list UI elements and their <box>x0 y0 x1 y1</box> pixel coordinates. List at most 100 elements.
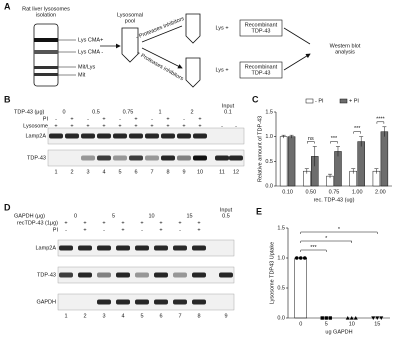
lys-label: Lys + <box>215 67 228 73</box>
point <box>353 316 358 320</box>
row-sign: + <box>83 227 86 233</box>
row-sign: + <box>159 227 162 233</box>
significance: * <box>325 236 328 242</box>
panel-label: A <box>4 1 11 11</box>
band <box>113 133 127 139</box>
band-label: GAPDH <box>36 299 56 305</box>
y-tick-label: 1.5 <box>277 225 285 231</box>
bar <box>380 131 389 187</box>
lane-number: 4 <box>102 169 105 175</box>
arrow <box>141 25 182 68</box>
error-bar <box>359 136 364 147</box>
group-value: 5 <box>112 213 115 219</box>
y-tick-label: 0.5 <box>265 159 273 165</box>
row-sign: + <box>118 123 121 129</box>
band <box>116 245 130 251</box>
point <box>294 256 299 260</box>
row-sign: - <box>55 116 57 122</box>
row-sign: - <box>179 227 181 233</box>
fraction-band <box>34 50 58 54</box>
row-sign: + <box>102 123 105 129</box>
input-amount: 0.1 <box>224 109 232 115</box>
legend-swatch <box>339 98 348 104</box>
point <box>349 316 354 320</box>
legend-label: + PI <box>349 98 359 104</box>
fraction-band <box>34 38 58 42</box>
row-sign: - <box>141 227 143 233</box>
y-tick-label: 1.0 <box>265 134 273 140</box>
input-label: Input <box>222 103 235 109</box>
x-tick-label: 2.00 <box>375 189 386 195</box>
band <box>135 299 149 305</box>
band <box>193 155 207 161</box>
y-tick-label: 1.5 <box>265 109 273 115</box>
schematic-title: isolation <box>36 12 56 18</box>
inhibitor-label: + Proteases inhibitors <box>135 51 184 83</box>
band-label: TDP-43 <box>37 272 56 278</box>
band <box>173 272 187 278</box>
row-sign: + <box>134 116 137 122</box>
point <box>371 316 376 320</box>
lane-number: 3 <box>102 313 105 319</box>
band <box>97 133 111 139</box>
sig-bracket <box>330 141 338 144</box>
lane-number: 5 <box>118 169 121 175</box>
lane-number: 8 <box>166 169 169 175</box>
row-sign: + <box>166 123 169 129</box>
pool-label: pool <box>125 18 135 24</box>
legend-swatch <box>305 98 314 104</box>
fraction-label: Mit <box>78 72 86 78</box>
group-value: 0.75 <box>123 109 134 115</box>
input-amount: 0.5 <box>222 213 230 219</box>
lane-number: 10 <box>197 169 203 175</box>
point <box>375 316 380 320</box>
band <box>215 155 229 161</box>
band <box>154 299 168 305</box>
error-bar <box>281 134 286 139</box>
panel-label: D <box>4 202 11 212</box>
significance: **** <box>376 116 385 122</box>
band <box>116 272 130 278</box>
row-sign: + <box>197 220 200 226</box>
lane-number: 4 <box>121 313 124 319</box>
recombinant-label: Recombinant <box>245 64 278 70</box>
row-sign: + <box>121 227 124 233</box>
x-tick-label: 0 <box>299 321 302 327</box>
row-sign: + <box>70 123 73 129</box>
band <box>97 245 111 251</box>
band <box>49 133 63 139</box>
error-bar <box>304 168 309 174</box>
band <box>219 272 233 278</box>
row-sign: + <box>64 220 67 226</box>
band-label: Lamp2A <box>26 133 47 139</box>
band <box>145 155 159 161</box>
sig-bracket <box>307 141 315 144</box>
lane-number: 1 <box>54 169 57 175</box>
panel-label: B <box>4 94 11 104</box>
box <box>239 61 283 79</box>
lane-number: 12 <box>233 169 239 175</box>
sig-bracket <box>300 231 378 234</box>
row-sign: + <box>121 220 124 226</box>
band <box>173 245 187 251</box>
band <box>113 155 127 161</box>
lane-number: 9 <box>182 169 185 175</box>
mean-bar <box>294 257 307 319</box>
row-sign: - <box>235 123 237 129</box>
tube <box>121 27 139 63</box>
significance: ns <box>308 136 314 142</box>
arrow <box>283 27 310 71</box>
row-label: PI <box>53 227 59 233</box>
lane-number: 1 <box>64 313 67 319</box>
y-tick-label: 0.5 <box>277 285 285 291</box>
band <box>161 155 175 161</box>
group-value: 0 <box>62 109 65 115</box>
schematic-title: Rat liver lysosomes <box>22 6 70 12</box>
x-axis-label: ug GAPDH <box>325 329 352 335</box>
x-tick-label: 0.75 <box>329 189 340 195</box>
band <box>81 133 95 139</box>
row-sign: + <box>86 123 89 129</box>
band <box>78 245 92 251</box>
y-tick-label: 1.0 <box>277 255 285 261</box>
row-sign: + <box>140 220 143 226</box>
